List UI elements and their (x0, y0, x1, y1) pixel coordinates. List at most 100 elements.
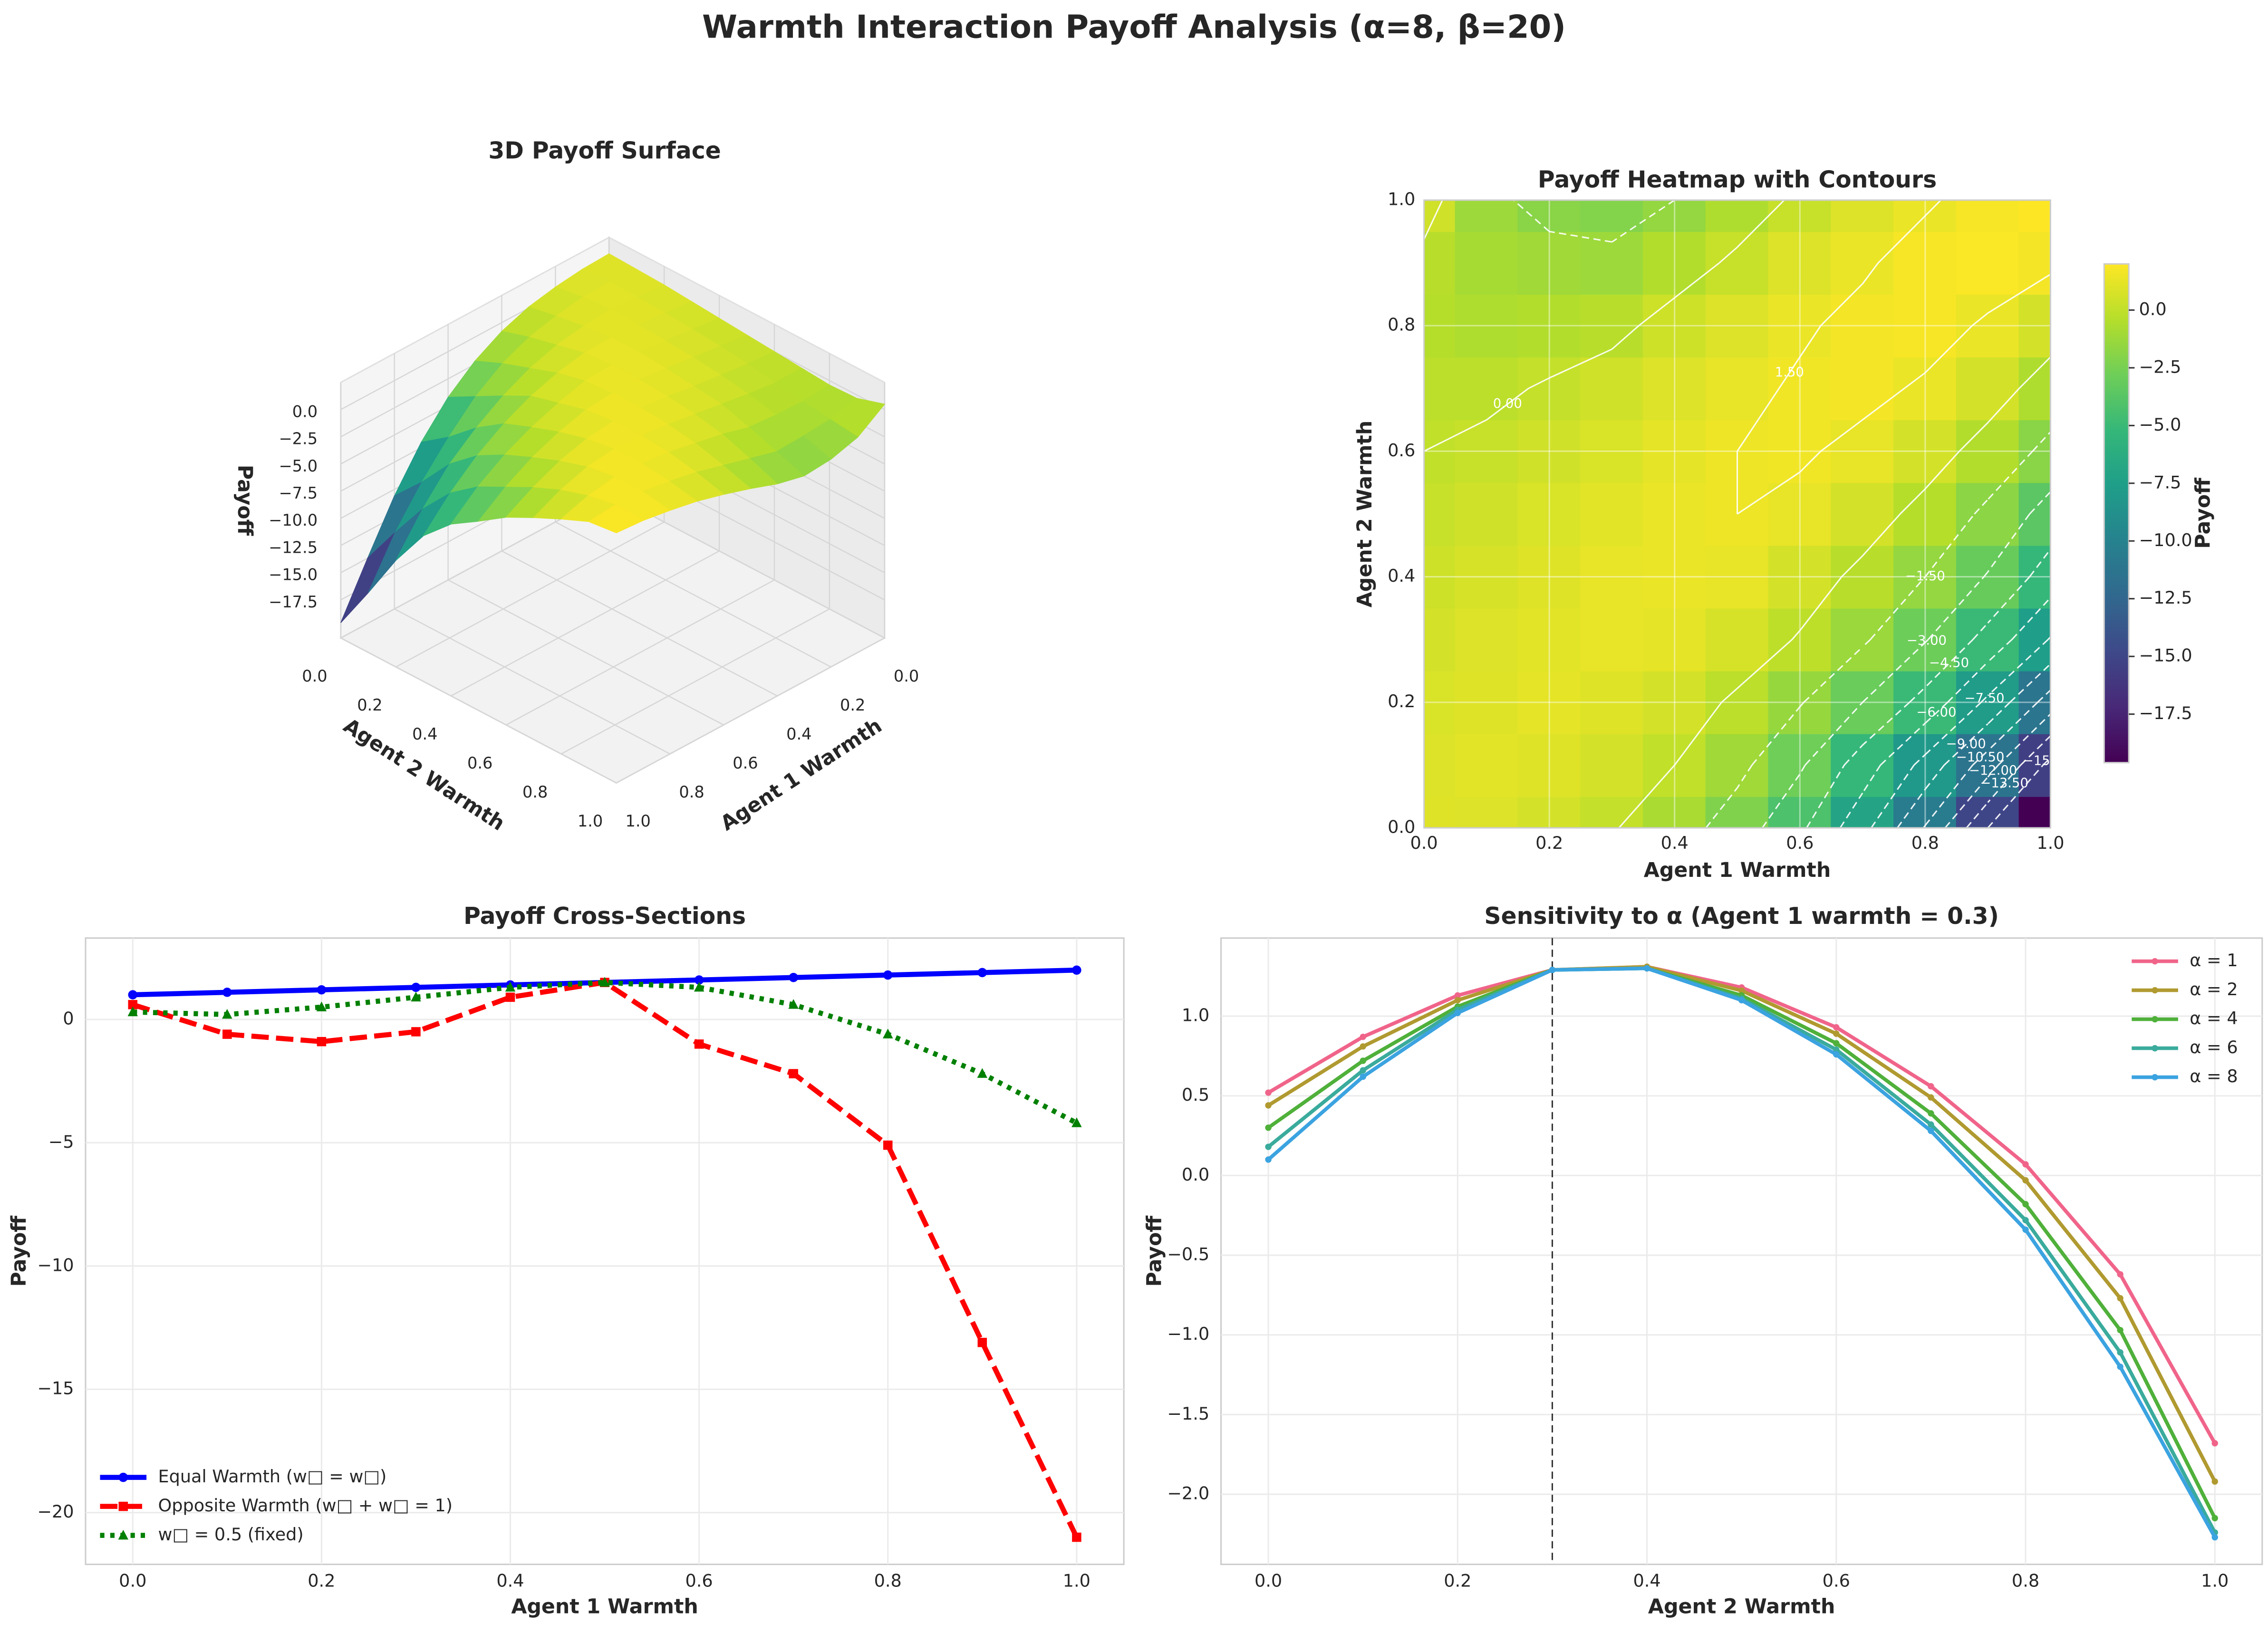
colorbar-tick-label: −5.0 (2139, 414, 2181, 435)
data-point (411, 991, 421, 1002)
y-tick-label: 0.6 (467, 754, 492, 772)
heatmap-cell (1580, 200, 1644, 232)
contour-line (1924, 639, 1929, 644)
x-tick-label: 0.2 (840, 696, 865, 714)
heatmap-cell (1831, 607, 1894, 672)
z-tick-label: −2.5 (279, 430, 318, 448)
data-point (1643, 965, 1650, 972)
data-point (317, 1037, 327, 1047)
grid-line (555, 521, 831, 668)
grid-line (448, 579, 724, 726)
legend-marker (2152, 1045, 2158, 1052)
heatmap-cell (1768, 733, 1832, 797)
z-tick-label: −10.0 (269, 511, 318, 529)
contour-line (1987, 576, 2030, 624)
data-point (1738, 987, 1745, 994)
contour-line (1718, 246, 1738, 264)
contour-line (1900, 488, 1926, 515)
contour-line (1966, 802, 1988, 828)
panel-title: Sensitivity to α (Agent 1 warmth = 0.3) (1484, 903, 1999, 930)
x-tick-label: 0.8 (2012, 1571, 2039, 1591)
data-point (1265, 1143, 1272, 1150)
legend-marker (2152, 958, 2158, 965)
heatmap-cell (1705, 607, 1769, 672)
contour-line (1972, 622, 1988, 640)
contour-label: −9.00 (1946, 737, 1986, 751)
data-point (2117, 1295, 2123, 1302)
contour-line (1549, 231, 1612, 243)
legend-label: w□ = 0.5 (fixed) (158, 1524, 304, 1545)
y-tick-label: −5 (48, 1132, 74, 1152)
contour-line (1987, 701, 2011, 725)
x-tick-label: 0.6 (685, 1571, 713, 1591)
data-point (1549, 967, 1556, 973)
heatmap-cell (1517, 670, 1581, 734)
heatmap-cell (2018, 482, 2051, 546)
data-point (788, 999, 799, 1009)
data-point (1928, 1110, 1934, 1117)
heatmap-cell (1705, 200, 1769, 232)
x-tick-label: 0.0 (1410, 833, 1438, 853)
heatmap-cell (1831, 482, 1894, 546)
heatmap-cell (1423, 607, 1456, 672)
heatmap-cell (1831, 733, 1894, 797)
contour-line (1924, 451, 1960, 490)
data-point (1833, 1030, 1840, 1037)
heatmap-cell (1831, 419, 1894, 483)
heatmap-cell (1956, 200, 2020, 232)
data-point (127, 1006, 138, 1017)
contour-line (1862, 388, 1905, 421)
contour-line (1820, 283, 1863, 327)
contour-line (1987, 764, 2044, 828)
contour-label: −13.50 (1980, 776, 2028, 791)
contour-line (1924, 513, 1975, 577)
heatmap-cell (1705, 670, 1769, 734)
z-tick-label: −7.5 (279, 484, 318, 502)
colorbar-tick-label: −12.5 (2139, 587, 2192, 608)
y-tick-label: 0.5 (1182, 1085, 1209, 1105)
x-tick-label: 0.6 (1786, 833, 1814, 853)
contour-line (1987, 639, 2049, 696)
data-point (1360, 1073, 1366, 1080)
y-axis-label: Payoff (1143, 1216, 1167, 1287)
data-point (1738, 997, 1745, 1004)
y-tick-label: 1.0 (578, 812, 603, 830)
contour-line (1971, 312, 1988, 327)
y-tick-label: 0.2 (357, 696, 382, 714)
grid-line (451, 550, 720, 697)
heatmap-cell (1423, 733, 1456, 797)
data-point (2117, 1326, 2123, 1334)
contour-line (1862, 642, 1926, 703)
contour-line (1841, 555, 1863, 577)
heatmap-cell (1455, 733, 1519, 797)
contour-line (1737, 765, 1753, 788)
data-point (128, 1000, 138, 1009)
x-tick-label: 0.4 (786, 725, 811, 743)
heatmap-cell (1580, 482, 1644, 546)
heatmap-cell (1768, 670, 1832, 734)
data-point (1360, 1033, 1366, 1040)
data-point (222, 988, 232, 997)
z-axis-label: Payoff (233, 465, 257, 536)
heatmap-cell (1580, 796, 1644, 828)
legend-label: α = 4 (2190, 1008, 2238, 1028)
heatmap-cell (1423, 356, 1456, 421)
contour-line (1705, 787, 1738, 828)
data-point (694, 975, 704, 985)
heatmap-cell (1768, 231, 1832, 295)
data-point (1928, 1121, 1934, 1128)
data-point (789, 1069, 798, 1078)
heatmap-cell (1956, 733, 2020, 797)
data-point (1928, 1094, 1934, 1101)
data-point (2022, 1217, 2029, 1224)
heatmap-cell (1455, 607, 1519, 672)
z-tick-label: −17.5 (269, 593, 318, 611)
data-point (1833, 1051, 1840, 1058)
heatmap-cell (1893, 733, 1957, 797)
contour-line (1924, 701, 1948, 724)
data-point (1360, 1057, 1366, 1064)
data-point (1265, 1089, 1272, 1096)
heatmap-cell (1423, 670, 1456, 734)
x-tick-label: 0.8 (874, 1571, 902, 1591)
